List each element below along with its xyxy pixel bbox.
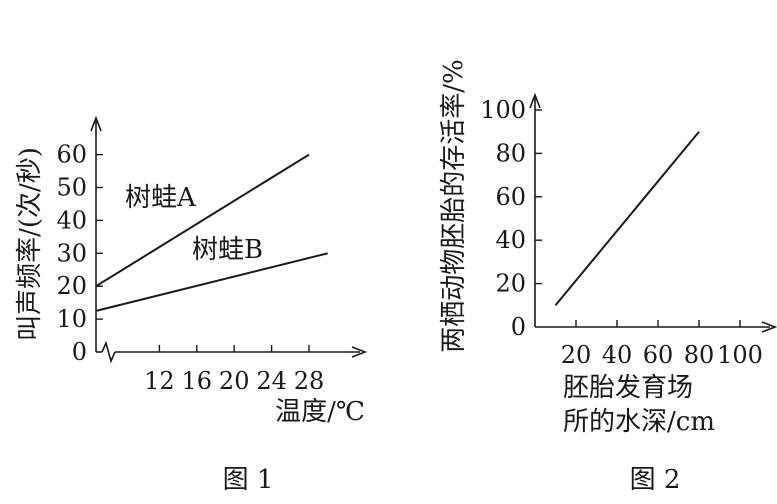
x-tick-label: 60 (643, 341, 674, 369)
y-tick-label: 40 (495, 226, 526, 254)
y-axis-title: 两栖动物胚胎的存活率/% (439, 59, 469, 352)
y-tick-label: 20 (56, 272, 87, 300)
y-tick-label: 60 (495, 183, 526, 211)
x-tick-label: 16 (182, 367, 213, 395)
x-tick-label: 20 (561, 341, 592, 369)
y-tick-label: 0 (72, 338, 87, 366)
x-axis-arrow (761, 321, 777, 333)
x-axis-title-line-2: 所的水深/cm (563, 407, 715, 437)
x-tick-label: 12 (144, 367, 175, 395)
x-axis-break (101, 340, 116, 364)
series-line-1 (554, 131, 700, 306)
y-tick-label: 80 (495, 139, 526, 167)
x-tick-label: 100 (717, 341, 763, 369)
x-tick-label: 40 (602, 341, 633, 369)
figure-caption-1: 图 1 (223, 465, 274, 495)
y-axis-title: 叫声频率/(次/秒) (15, 147, 45, 341)
series-label-b: 树蛙B (192, 235, 263, 265)
series-label-a: 树蛙A (125, 183, 197, 213)
x-tick-label: 80 (684, 341, 715, 369)
y-tick-label: 40 (56, 206, 87, 234)
y-tick-label: 30 (56, 239, 87, 267)
y-axis-arrow (529, 92, 541, 109)
x-axis-arrow (351, 346, 368, 358)
x-axis-title: 温度/℃ (275, 397, 365, 427)
series-line-2 (95, 252, 328, 312)
x-axis-title-line-1: 胚胎发育场 (563, 373, 693, 403)
y-tick-label: 0 (511, 313, 526, 341)
figure-caption-2: 图 2 (630, 465, 681, 495)
y-tick-label: 60 (56, 141, 87, 169)
x-tick-label: 20 (219, 367, 250, 395)
x-tick-label: 24 (256, 367, 287, 395)
x-tick-label: 28 (294, 367, 325, 395)
y-tick-label: 20 (495, 270, 526, 298)
y-axis-arrow (90, 115, 102, 132)
series-line-1 (95, 153, 310, 288)
y-tick-label: 10 (56, 305, 87, 333)
y-tick-label: 50 (56, 174, 87, 202)
y-tick-label: 100 (480, 96, 526, 124)
